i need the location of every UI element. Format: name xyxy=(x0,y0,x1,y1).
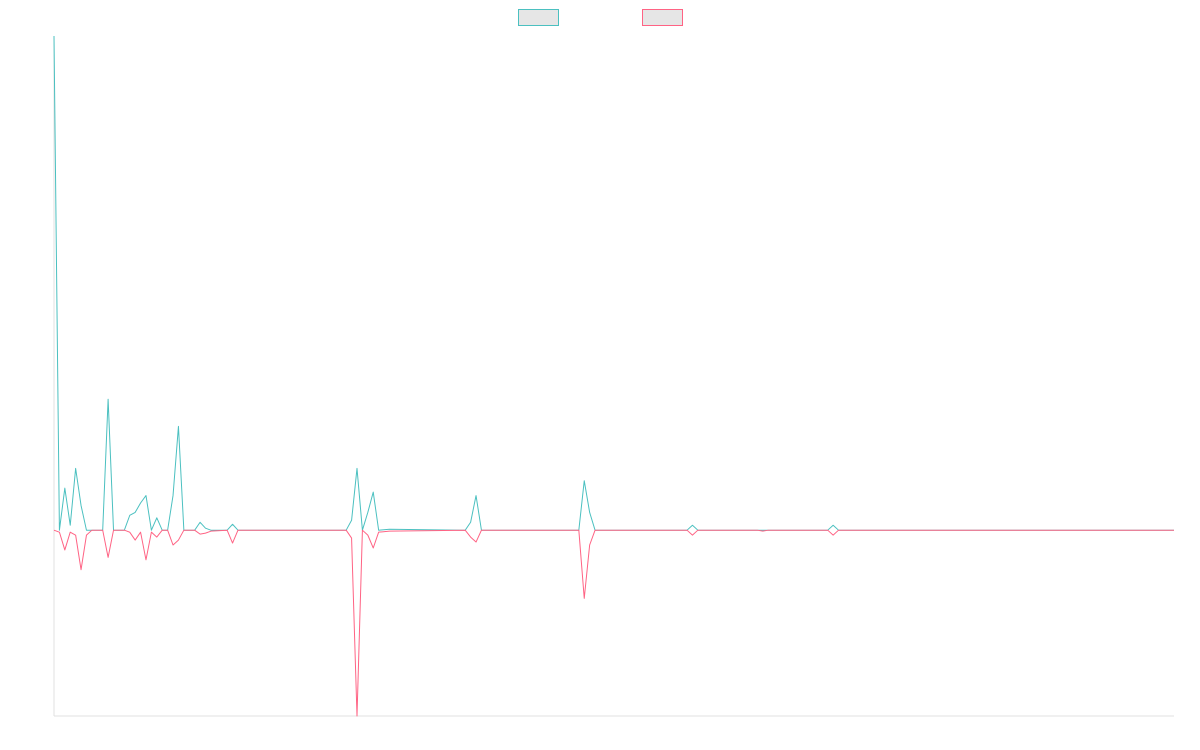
series-line xyxy=(53,35,1174,531)
legend-swatch[interactable] xyxy=(518,9,559,26)
series-line xyxy=(53,529,1174,717)
legend-swatch[interactable] xyxy=(642,9,683,26)
